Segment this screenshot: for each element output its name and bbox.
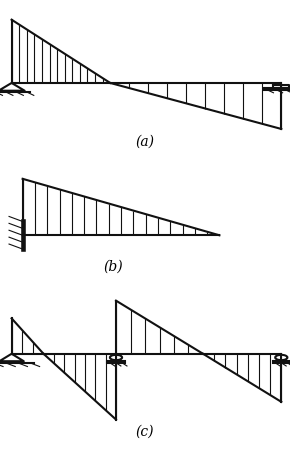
Text: (c): (c) (136, 424, 154, 438)
Text: (b): (b) (103, 259, 123, 273)
Text: (a): (a) (135, 134, 155, 148)
